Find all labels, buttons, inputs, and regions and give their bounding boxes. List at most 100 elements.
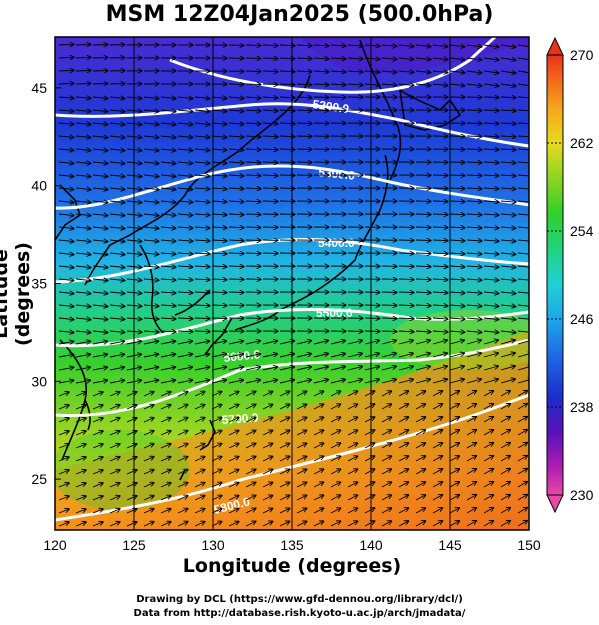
wind-arrow: [432, 404, 443, 410]
wind-arrow: [466, 175, 482, 176]
wind-arrow: [245, 240, 261, 241]
wind-arrow: [313, 341, 329, 345]
wind-arrow: [58, 292, 74, 294]
wind-arrow: [432, 417, 443, 423]
wind-arrow: [500, 136, 516, 137]
wind-arrow: [398, 430, 409, 436]
wind-arrow: [194, 110, 210, 112]
wind-arrow: [500, 305, 516, 307]
wind-arrow: [194, 331, 210, 332]
wind-arrow: [483, 508, 494, 514]
wind-arrow: [211, 456, 222, 462]
wind-arrow: [92, 84, 108, 85]
wind-arrow: [194, 431, 205, 436]
wind-arrow: [500, 508, 511, 514]
wind-arrow: [432, 443, 443, 449]
wind-arrow: [126, 457, 137, 462]
wind-arrow: [92, 292, 108, 294]
wind-arrow: [466, 340, 482, 345]
wind-arrow: [211, 443, 222, 449]
wind-arrow: [279, 175, 295, 176]
y-tick-label: 40: [31, 178, 47, 194]
wind-arrow: [466, 240, 482, 241]
wind-arrow: [381, 353, 397, 358]
wind-arrow: [500, 253, 516, 254]
wind-arrow: [143, 318, 159, 319]
wind-arrow: [449, 292, 465, 293]
wind-arrow: [194, 522, 205, 527]
wind-arrow: [58, 214, 74, 216]
wind-arrow: [517, 279, 529, 281]
wind-arrow: [517, 84, 529, 86]
wind-arrow: [415, 404, 426, 410]
wind-arrow: [211, 201, 227, 202]
wind-arrow: [245, 110, 261, 111]
wind-arrow: [228, 495, 239, 501]
wind-arrow: [432, 292, 448, 293]
wind-arrow: [398, 84, 414, 85]
wind-arrow: [177, 136, 193, 138]
wind-arrow: [500, 430, 511, 436]
wind-arrow: [415, 318, 431, 319]
wind-arrow: [143, 201, 159, 203]
wind-arrow: [500, 353, 515, 358]
wind-arrow: [466, 162, 482, 163]
wind-arrow: [262, 404, 273, 410]
wind-arrow: [194, 201, 210, 202]
wind-arrow: [296, 521, 307, 527]
wind-arrow: [483, 45, 499, 47]
wind-arrow: [347, 58, 363, 59]
wind-arrow: [415, 430, 426, 436]
wind-arrow: [381, 84, 397, 85]
wind-arrow: [466, 417, 477, 423]
wind-arrow: [228, 443, 239, 449]
wind-arrow: [109, 162, 125, 164]
wind-arrow: [92, 266, 108, 268]
x-axis-label: Longitude (degrees): [182, 555, 402, 577]
wind-arrow: [381, 45, 397, 46]
wind-arrow: [483, 443, 494, 449]
wind-arrow: [245, 482, 256, 488]
wind-arrow: [449, 58, 465, 60]
wind-arrow: [398, 353, 414, 358]
wind-arrow: [381, 482, 392, 488]
contour-label-5400: 5400.0: [318, 236, 355, 250]
wind-arrow: [245, 71, 261, 72]
wind-arrow: [194, 227, 210, 228]
wind-arrow: [262, 162, 278, 163]
wind-arrow: [449, 240, 465, 241]
wind-arrow: [398, 521, 409, 527]
wind-arrow: [381, 379, 397, 384]
wind-arrow: [449, 162, 465, 163]
wind-arrow: [500, 162, 516, 163]
wind-arrow: [330, 495, 341, 501]
wind-arrow: [415, 353, 431, 358]
wind-arrow: [262, 97, 278, 98]
wind-arrow: [143, 341, 159, 345]
wind-arrow: [75, 44, 91, 45]
y-axis-ticks: 25 30 35 40 45: [31, 80, 61, 487]
wind-arrow: [92, 188, 108, 190]
wind-arrow: [75, 431, 86, 436]
wind-arrow: [313, 443, 324, 449]
wind-arrow: [109, 392, 120, 397]
wind-arrow: [177, 509, 188, 514]
wind-arrow: [143, 292, 159, 293]
wind-arrow: [466, 495, 477, 501]
wind-arrow: [398, 404, 409, 410]
wind-arrow: [75, 97, 91, 98]
wind-arrow: [211, 318, 227, 319]
wind-arrow: [432, 227, 448, 228]
wind-arrow: [245, 123, 261, 124]
wind-arrow: [364, 58, 380, 59]
wind-arrow: [143, 279, 159, 280]
wind-arrow: [143, 444, 154, 449]
wind-arrow: [415, 340, 431, 345]
wind-arrow: [126, 509, 137, 514]
wind-arrow: [279, 508, 290, 514]
wind-arrow: [398, 391, 409, 397]
wind-arrow: [160, 201, 176, 202]
wind-arrow: [296, 482, 307, 488]
wind-arrow: [92, 331, 108, 333]
wind-arrow: [194, 341, 210, 345]
